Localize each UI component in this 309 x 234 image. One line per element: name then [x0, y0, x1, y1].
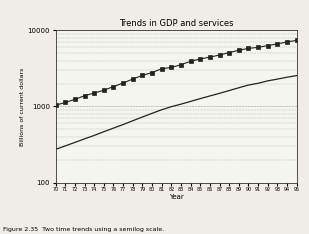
Y-axis label: Billions of current dollars: Billions of current dollars	[20, 67, 25, 146]
X-axis label: Year: Year	[169, 194, 184, 201]
Text: Figure 2.35  Two time trends using a semilog scale.: Figure 2.35 Two time trends using a semi…	[3, 227, 164, 232]
Title: Trends in GDP and services: Trends in GDP and services	[119, 19, 233, 28]
